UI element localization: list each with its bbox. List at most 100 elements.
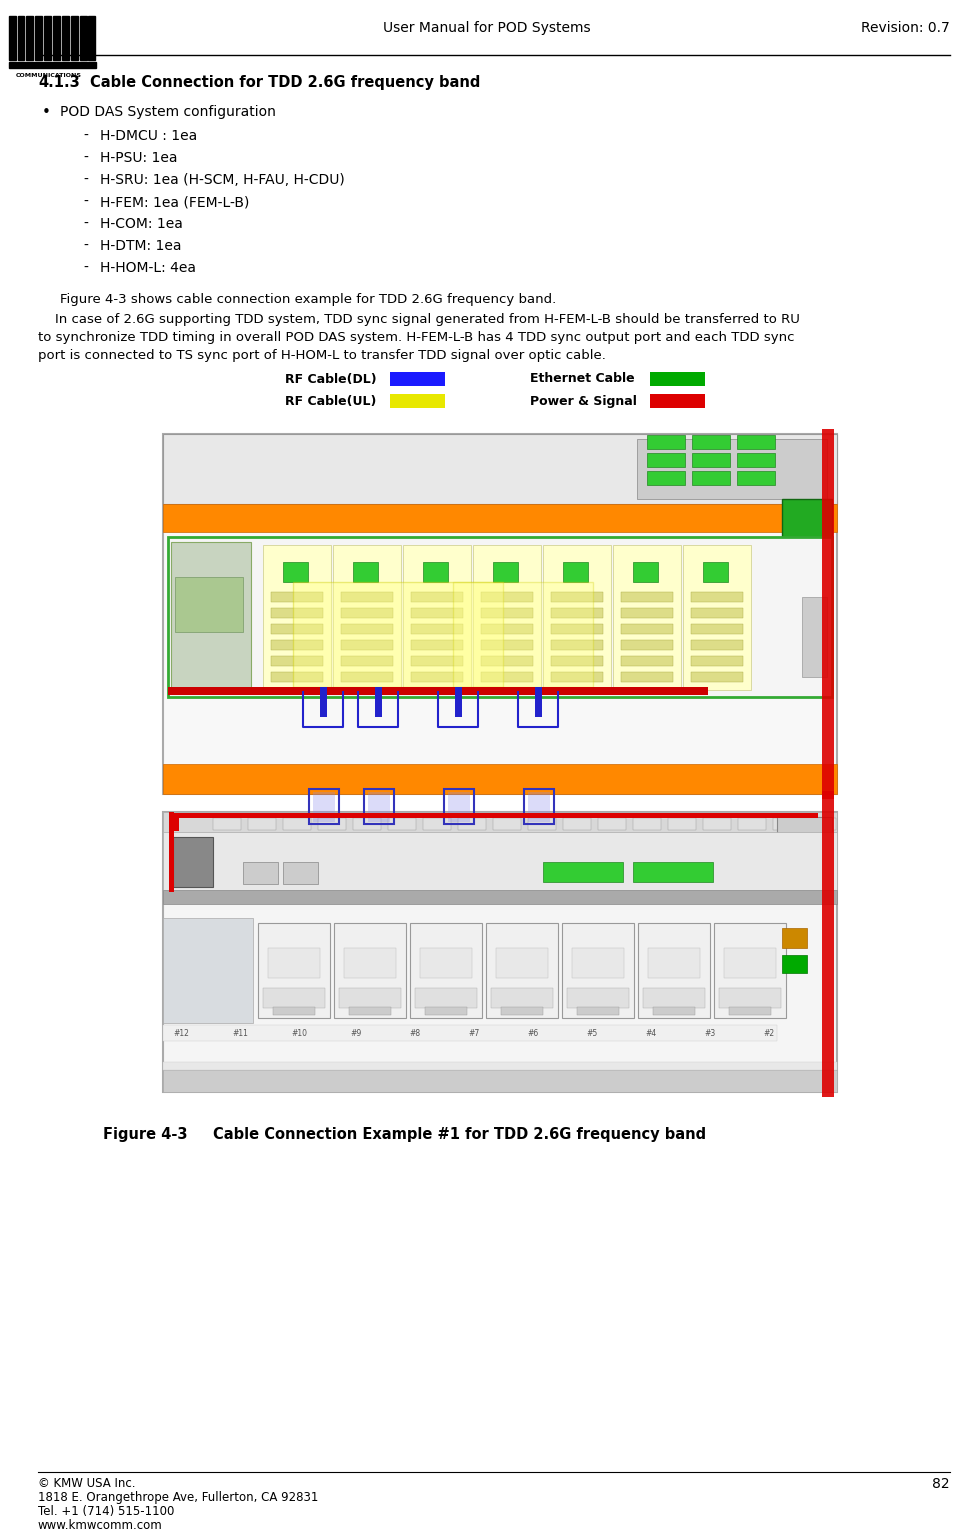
Bar — [169, 812, 174, 835]
Text: -: - — [83, 172, 88, 186]
Bar — [691, 641, 743, 650]
Bar — [390, 394, 445, 408]
Bar — [481, 671, 533, 682]
Bar — [692, 471, 730, 485]
Bar — [496, 949, 548, 978]
Text: 82: 82 — [932, 1477, 950, 1491]
Bar — [271, 641, 323, 650]
Bar — [782, 499, 832, 537]
Bar — [341, 641, 393, 650]
Bar — [403, 545, 471, 690]
Bar — [692, 434, 730, 450]
Text: www.kmwcomm.com: www.kmwcomm.com — [38, 1518, 163, 1532]
Bar — [782, 929, 807, 949]
Bar — [411, 671, 463, 682]
Text: In case of 2.6G supporting TDD system, TDD sync signal generated from H-FEM-L-B : In case of 2.6G supporting TDD system, T… — [38, 313, 800, 326]
Text: RF Cable(UL): RF Cable(UL) — [285, 394, 376, 408]
Bar — [163, 1063, 837, 1070]
Bar — [481, 656, 533, 665]
Bar — [643, 989, 705, 1009]
Bar — [341, 624, 393, 634]
Bar — [71, 15, 78, 60]
Bar — [163, 832, 837, 892]
Bar — [163, 434, 837, 795]
Bar — [493, 818, 521, 830]
Bar — [491, 989, 553, 1009]
Bar — [668, 818, 696, 830]
Bar — [637, 439, 827, 499]
Text: #7: #7 — [468, 1029, 479, 1038]
Bar — [528, 818, 556, 830]
Bar — [481, 608, 533, 618]
Bar — [481, 624, 533, 634]
Bar — [621, 608, 673, 618]
Bar — [273, 1007, 315, 1015]
Bar — [648, 949, 700, 978]
Bar — [341, 608, 393, 618]
Bar — [425, 1007, 467, 1015]
Text: -: - — [83, 151, 88, 165]
Text: © KMW USA Inc.: © KMW USA Inc. — [38, 1477, 135, 1491]
Text: -: - — [83, 196, 88, 209]
Bar — [388, 818, 416, 830]
Bar — [271, 608, 323, 618]
Bar — [53, 15, 60, 60]
Bar — [293, 582, 503, 687]
Text: Tel. +1 (714) 515-1100: Tel. +1 (714) 515-1100 — [38, 1505, 174, 1518]
Bar — [621, 641, 673, 650]
Bar — [551, 624, 603, 634]
Bar — [423, 818, 451, 830]
Bar — [339, 989, 401, 1009]
Bar — [320, 687, 327, 718]
Bar — [692, 453, 730, 467]
Bar — [318, 818, 346, 830]
Bar — [691, 624, 743, 634]
Bar — [703, 818, 731, 830]
Bar — [455, 687, 462, 718]
Bar — [163, 1070, 837, 1092]
Bar — [650, 394, 705, 408]
Text: #12: #12 — [173, 1029, 189, 1038]
Bar — [563, 562, 588, 582]
Bar — [551, 671, 603, 682]
Bar — [9, 15, 16, 60]
Text: H-SRU: 1ea (H-SCM, H-FAU, H-CDU): H-SRU: 1ea (H-SCM, H-FAU, H-CDU) — [100, 172, 345, 186]
Bar — [647, 471, 685, 485]
Bar — [691, 671, 743, 682]
Bar — [423, 562, 448, 582]
Text: 1818 E. Orangethrope Ave, Fullerton, CA 92831: 1818 E. Orangethrope Ave, Fullerton, CA … — [38, 1491, 318, 1505]
Bar — [621, 671, 673, 682]
Bar — [458, 818, 486, 830]
Bar — [163, 434, 837, 504]
Bar — [486, 922, 558, 1018]
Bar — [551, 641, 603, 650]
Bar — [248, 818, 276, 830]
Bar — [724, 949, 776, 978]
Bar — [535, 687, 542, 718]
Bar — [808, 818, 836, 830]
Text: #10: #10 — [291, 1029, 307, 1038]
Bar — [9, 62, 96, 68]
Bar — [598, 818, 626, 830]
Bar — [473, 545, 541, 690]
Bar — [283, 562, 308, 582]
Bar — [353, 818, 381, 830]
Bar — [341, 591, 393, 602]
Bar — [691, 591, 743, 602]
Bar — [271, 624, 323, 634]
Bar — [782, 955, 807, 973]
Bar — [309, 788, 339, 824]
Bar — [577, 1007, 619, 1015]
Bar — [243, 862, 278, 884]
Bar — [364, 788, 394, 824]
Bar — [268, 949, 320, 978]
Bar — [802, 598, 827, 678]
Bar — [411, 656, 463, 665]
Bar — [313, 792, 335, 822]
Text: #8: #8 — [409, 1029, 420, 1038]
Bar — [168, 687, 708, 695]
Text: Power & Signal: Power & Signal — [530, 394, 637, 408]
Bar — [551, 591, 603, 602]
Bar — [563, 818, 591, 830]
Bar — [89, 15, 95, 60]
